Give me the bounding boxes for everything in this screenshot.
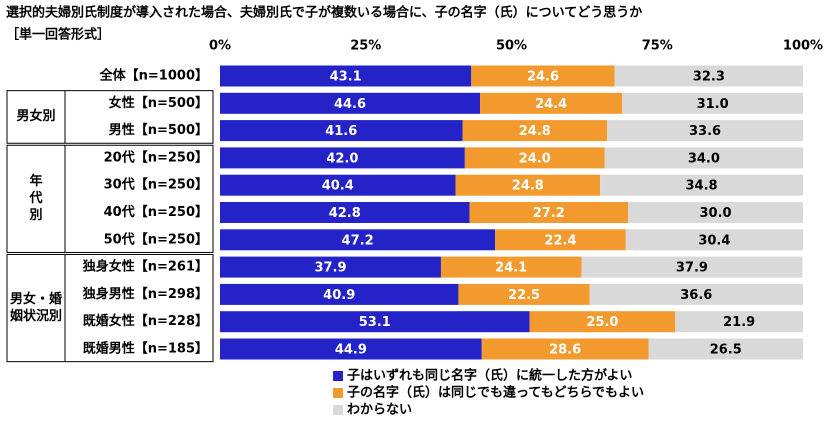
legend-swatch (333, 405, 343, 415)
data-label: 53.1 (359, 315, 391, 330)
bar-segment (220, 256, 441, 278)
data-label: 37.9 (676, 261, 708, 276)
data-label: 24.8 (512, 179, 544, 194)
data-label: 24.1 (495, 261, 527, 276)
bar-segment (529, 311, 676, 333)
bar-segment (220, 120, 463, 142)
bar-segment (480, 92, 623, 114)
data-label: 22.5 (508, 288, 540, 303)
y-tick-label: 20代【n=250】 (104, 149, 208, 165)
y-tick-label: 全体【n=1000】 (99, 68, 208, 84)
legend-label: 子の名字（氏）は同じでも違ってもどちらでもよい (347, 385, 644, 401)
bar-segment (589, 283, 803, 305)
data-label: 33.6 (689, 124, 721, 139)
bar-segment (675, 311, 803, 333)
data-label: 43.1 (330, 70, 362, 85)
bar-segment (220, 229, 496, 251)
x-tick-label: 75% (642, 39, 673, 54)
group-label: 年代別 (29, 174, 43, 224)
data-label: 21.9 (723, 315, 755, 330)
group-box (6, 253, 214, 363)
data-label: 37.9 (314, 261, 346, 276)
legend-label: 子はいずれも同じ名字（氏）に統一した方がよい (347, 368, 632, 384)
y-tick-label: 50代【n=250】 (104, 231, 208, 247)
data-label: 42.8 (329, 206, 361, 221)
data-label: 24.8 (519, 124, 551, 139)
data-label: 42.0 (326, 151, 358, 166)
data-label: 24.6 (527, 70, 559, 85)
data-label: 31.0 (697, 97, 729, 112)
x-tick-label: 50% (496, 39, 527, 54)
data-label: 47.2 (342, 233, 374, 248)
bar-segment (622, 92, 803, 114)
y-tick-label: 独身女性【n=261】 (83, 259, 208, 275)
y-tick-label: 既婚女性【n=228】 (83, 313, 208, 329)
legend-label: わからない (347, 403, 412, 418)
data-label: 36.6 (680, 288, 712, 303)
bar-segment (220, 338, 482, 360)
bar-segment (220, 147, 465, 169)
data-label: 41.6 (325, 124, 357, 139)
data-label: 34.8 (686, 179, 718, 194)
bar-segment (220, 92, 481, 114)
data-label: 22.4 (544, 233, 576, 248)
data-label: 26.5 (710, 343, 742, 358)
bar-segment (471, 65, 615, 87)
bar-segment (440, 256, 582, 278)
data-label: 30.4 (698, 233, 730, 248)
bar-segment (462, 120, 608, 142)
data-label: 40.9 (323, 288, 355, 303)
bar-segment (220, 283, 459, 305)
bar-segment (469, 202, 629, 223)
bar-segment (481, 338, 649, 360)
data-label: 44.6 (334, 97, 366, 112)
bar-segment (495, 229, 626, 251)
chart-title: 選択的夫婦別氏制度が導入された場合、夫婦別氏で子が複数いる場合に、子の名字（氏）… (6, 5, 642, 21)
group-box (6, 144, 214, 253)
y-tick-label: 既婚男性【n=185】 (83, 341, 208, 357)
x-tick-label: 0% (209, 39, 231, 54)
bar-segment (604, 147, 803, 169)
bar-segment (458, 283, 590, 305)
group-label: 男女別 (16, 109, 56, 125)
bar-segment (614, 65, 803, 87)
bar-segment (581, 256, 803, 278)
data-label: 28.6 (549, 343, 581, 358)
chart-subtitle: ［単一回答形式］ (6, 27, 110, 43)
data-label: 34.0 (688, 151, 720, 166)
data-label: 27.2 (533, 206, 565, 221)
data-label: 24.4 (535, 97, 567, 112)
bar-segment (600, 174, 803, 196)
legend-swatch (333, 388, 343, 398)
bar-segment (648, 338, 803, 360)
y-tick-label: 女性【n=500】 (109, 95, 208, 111)
bar-segment (220, 174, 456, 196)
bar-segment (628, 202, 803, 223)
bar-segment (455, 174, 601, 196)
data-label: 40.4 (322, 179, 354, 194)
bar-segment (625, 229, 803, 251)
y-tick-label: 男性【n=500】 (109, 122, 208, 138)
data-label: 24.0 (519, 151, 551, 166)
bar-segment (220, 65, 472, 87)
y-tick-label: 独身男性【n=298】 (83, 286, 208, 302)
bar-segment (220, 202, 470, 223)
data-label: 44.9 (335, 343, 367, 358)
group-box (6, 90, 214, 144)
data-label: 32.3 (693, 70, 725, 85)
x-tick-label: 25% (350, 39, 381, 54)
bar-segment (607, 120, 803, 142)
y-tick-label: 30代【n=250】 (104, 177, 208, 193)
data-label: 30.0 (700, 206, 732, 221)
legend-swatch (333, 371, 343, 381)
y-tick-label: 40代【n=250】 (104, 204, 208, 220)
x-tick-label: 100% (783, 39, 823, 54)
group-label: 男女・婚姻状況別 (10, 292, 63, 325)
data-label: 25.0 (586, 315, 618, 330)
bar-segment (220, 311, 530, 333)
bar-segment (464, 147, 605, 169)
